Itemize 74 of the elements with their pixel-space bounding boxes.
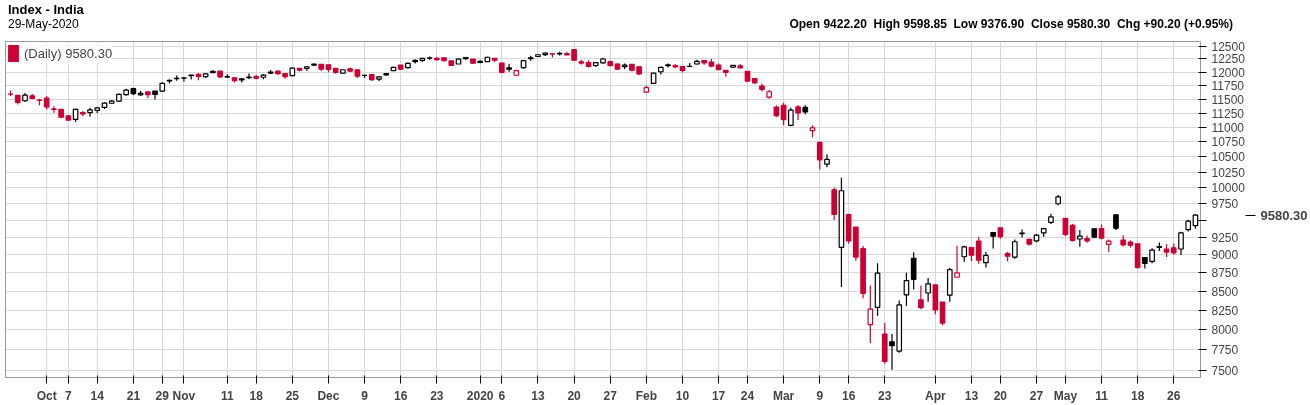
x-tick-label: 10 xyxy=(675,388,690,403)
x-tick-label: 21 xyxy=(126,388,141,403)
y-tick-label: 8500 xyxy=(1211,284,1239,299)
candlestick xyxy=(867,284,874,344)
candlestick xyxy=(1019,228,1025,239)
y-tick-label: 11750 xyxy=(1211,78,1245,93)
candlestick xyxy=(939,301,946,326)
y-tick-label: 9250 xyxy=(1211,230,1239,245)
y-tick-label: 10500 xyxy=(1211,150,1246,165)
x-tick-label: 16 xyxy=(841,388,856,403)
y-tick-label: 12000 xyxy=(1211,65,1246,80)
candlestick xyxy=(506,63,512,73)
y-tick-label: 8250 xyxy=(1211,303,1239,318)
x-tick-label: 18 xyxy=(1130,388,1145,403)
x-tick-label: 16 xyxy=(394,388,408,403)
x-tick-label: 6 xyxy=(498,388,506,403)
y-tick-label: 8000 xyxy=(1211,323,1239,338)
chart-title: Index - India xyxy=(8,2,84,17)
y-tick-label: 10750 xyxy=(1211,135,1246,150)
x-tick-label: 26 xyxy=(1167,388,1181,403)
candlestick xyxy=(918,284,924,310)
x-tick-label: 11 xyxy=(220,388,234,403)
x-tick-label: 25 xyxy=(285,388,300,403)
y-tick-label: 8750 xyxy=(1211,266,1239,281)
candlestick xyxy=(816,141,823,171)
candlestick xyxy=(1011,238,1018,260)
x-tick-label: 18 xyxy=(249,388,264,403)
y-tick-label: 7750 xyxy=(1211,343,1239,358)
y-tick-label: 11000 xyxy=(1211,120,1245,135)
y-tick-label: 10000 xyxy=(1211,181,1246,196)
y-tick-label: 12500 xyxy=(1211,39,1246,54)
candlestick xyxy=(780,102,787,126)
text: 29-May-2020 xyxy=(8,17,80,31)
y-tick-label: 9750 xyxy=(1211,197,1239,212)
y-tick-label: 11250 xyxy=(1211,106,1245,121)
candlestick xyxy=(975,236,982,265)
y-tick-label: 9000 xyxy=(1211,248,1239,263)
x-tick-label: 7 xyxy=(65,388,73,403)
x-tick-label: 13 xyxy=(964,388,979,403)
y-tick-label: 10250 xyxy=(1211,165,1246,180)
x-tick-label: 9 xyxy=(361,388,369,403)
text: 9580.30 xyxy=(1260,207,1308,223)
x-tick-label: 11 xyxy=(1095,388,1109,403)
x-tick-label: 2020 xyxy=(466,388,494,403)
x-tick-label: 17 xyxy=(711,388,726,403)
x-tick-label: 13 xyxy=(531,388,545,403)
x-tick-label: 27 xyxy=(603,388,618,403)
x-tick-label: 14 xyxy=(90,388,105,403)
x-tick-label: 20 xyxy=(567,388,582,403)
x-tick-label: Apr xyxy=(925,388,947,403)
y-tick-label: 7500 xyxy=(1211,364,1239,379)
candlestick xyxy=(990,231,996,250)
x-tick-label: Oct xyxy=(36,388,57,403)
x-tick-label: 9 xyxy=(816,388,824,403)
candlestick xyxy=(152,90,158,101)
x-tick-label: 27 xyxy=(1029,388,1044,403)
x-tick-label: 23 xyxy=(430,388,444,403)
x-tick-label: Dec xyxy=(317,388,340,403)
candlestick xyxy=(910,251,917,291)
y-tick-label: 12250 xyxy=(1211,52,1246,67)
legend-label: (Daily) 9580.30 xyxy=(24,45,113,61)
x-tick-label: Feb xyxy=(635,388,658,403)
candlestick xyxy=(1134,243,1141,270)
x-tick-label: Mar xyxy=(772,388,795,403)
x-tick-label: 23 xyxy=(878,388,892,403)
x-tick-label: 24 xyxy=(740,388,755,403)
x-tick-label: 29 xyxy=(155,388,170,403)
y-tick-label: 11500 xyxy=(1211,92,1245,107)
x-tick-label: Nov xyxy=(172,388,196,403)
x-tick-label: 20 xyxy=(993,388,1008,403)
x-tick-label: May xyxy=(1053,388,1078,403)
candlestick xyxy=(925,277,931,303)
candlestick xyxy=(246,72,252,80)
text: Open 9422.20 High 9598.85 Low 9376.90 Close 9580.30 Chg +90.20 (+0.95%) xyxy=(789,17,1233,31)
